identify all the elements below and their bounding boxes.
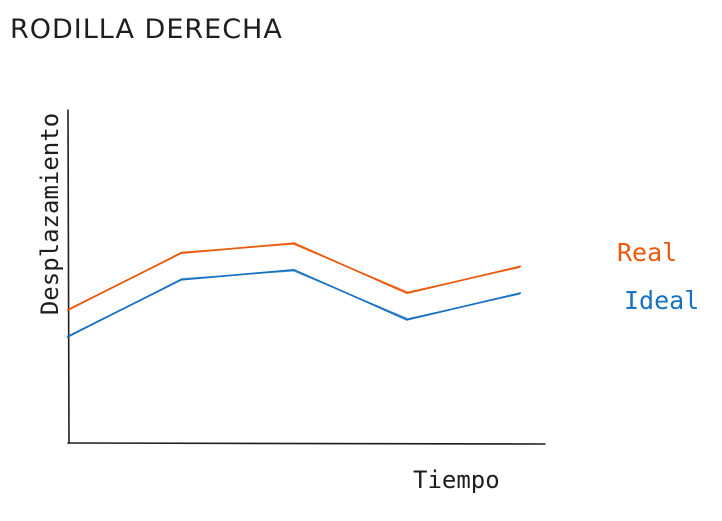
series-line-real — [67, 242, 521, 311]
axes — [67, 109, 546, 445]
x-axis-label: Tiempo — [413, 466, 500, 494]
legend-entry-real: Real — [617, 238, 678, 267]
y-axis-line — [67, 109, 70, 444]
series-line-real-sketch — [66, 243, 520, 312]
x-axis-line — [67, 442, 546, 445]
data-point-real-4 — [406, 292, 408, 295]
y-axis-label: Desplazamiento — [36, 112, 64, 316]
data-point-real-3 — [293, 242, 295, 245]
data-point-ideal-5 — [519, 292, 521, 295]
series-line-ideal — [67, 268, 521, 338]
data-point-real-2 — [180, 252, 182, 255]
chart-title: RODILLA DERECHA — [10, 14, 283, 45]
data-point-real-1 — [67, 308, 69, 311]
series-line-ideal-sketch — [66, 270, 520, 339]
data-point-ideal-3 — [293, 268, 295, 271]
data-point-ideal-2 — [180, 278, 182, 281]
data-point-ideal-1 — [67, 335, 69, 338]
legend-entry-ideal: Ideal — [624, 286, 700, 315]
series-lines — [66, 242, 521, 339]
data-point-ideal-4 — [406, 318, 408, 321]
data-point-real-5 — [519, 265, 521, 268]
